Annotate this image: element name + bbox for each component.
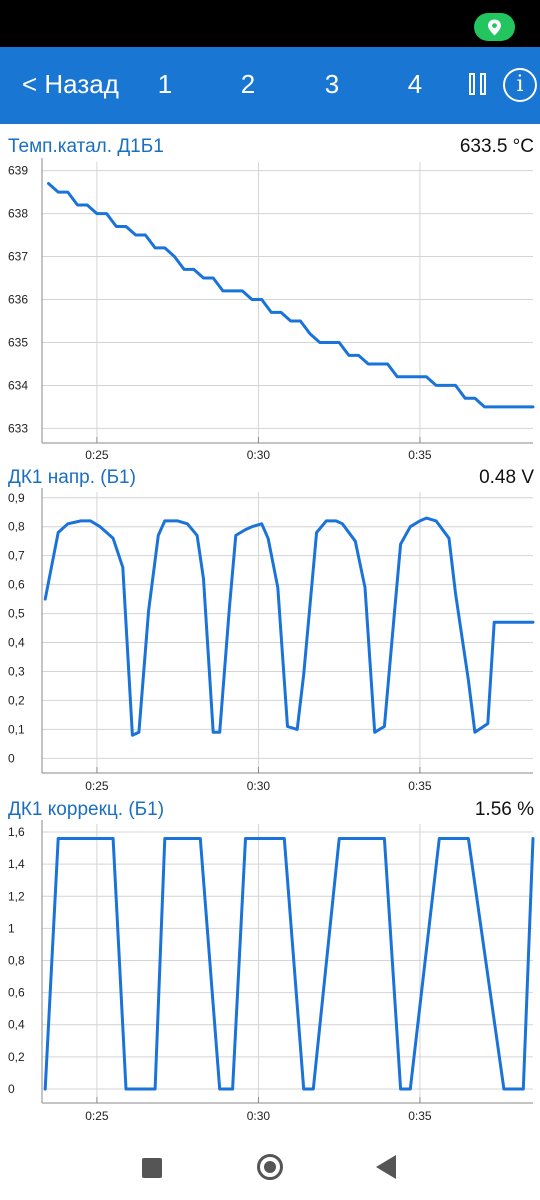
y-tick-label: 1 <box>8 921 15 935</box>
y-tick-label: 638 <box>8 207 28 221</box>
x-tick-label: 0:35 <box>408 1109 432 1123</box>
pause-icon[interactable] <box>468 71 490 99</box>
y-tick-label: 0,4 <box>8 636 25 650</box>
tab-1[interactable]: 1 <box>157 69 173 99</box>
series-line <box>43 837 535 1091</box>
back-button[interactable]: < Назад <box>22 69 119 99</box>
y-tick-label: 639 <box>8 164 28 178</box>
x-tick-label: 0:30 <box>247 779 271 793</box>
y-tick-label: 637 <box>8 250 28 264</box>
y-tick-label: 0,6 <box>8 578 25 592</box>
y-tick-label: 0,2 <box>8 693 25 707</box>
y-tick-label: 1,2 <box>8 889 25 903</box>
y-tick-label: 1,6 <box>8 825 25 839</box>
back-triangle-icon[interactable] <box>376 1155 396 1179</box>
y-tick-label: 635 <box>8 335 28 349</box>
panel-title-o2-trim: ДК1 коррекц. (Б1) <box>8 799 165 820</box>
tab-2[interactable]: 2 <box>240 69 256 99</box>
y-tick-label: 0,7 <box>8 549 25 563</box>
location-pill <box>474 13 515 41</box>
system-nav-bar <box>0 1130 540 1200</box>
x-tick-label: 0:25 <box>85 448 109 462</box>
y-tick-label: 0,5 <box>8 607 25 621</box>
y-tick-label: 633 <box>8 421 28 435</box>
panel-value-o2-trim: 1.56 % <box>474 799 534 820</box>
y-tick-label: 0,2 <box>8 1050 25 1064</box>
y-tick-label: 0,8 <box>8 954 25 968</box>
y-tick-label: 0,3 <box>8 664 25 678</box>
series-line <box>47 182 535 409</box>
x-tick-label: 0:25 <box>85 1109 109 1123</box>
x-tick-label: 0:35 <box>408 448 432 462</box>
chart-cat-temp: 633 634 635 636 637 638 639 0:25 0:30 0:35 <box>8 158 535 462</box>
panel-value-cat-temp: 633.5 °C <box>459 136 534 157</box>
panel-title-cat-temp: Темп.катал. Д1Б1 <box>8 136 164 157</box>
x-tick-label: 0:30 <box>247 1109 271 1123</box>
x-tick-label: 0:25 <box>85 779 109 793</box>
panel-title-o2-voltage: ДК1 напр. (Б1) <box>8 467 136 488</box>
y-tick-label: 0,8 <box>8 520 25 534</box>
tab-4[interactable]: 4 <box>407 69 423 99</box>
series-line <box>43 516 535 737</box>
y-tick-label: 0 <box>8 751 15 765</box>
y-tick-label: 636 <box>8 293 28 307</box>
x-tick-label: 0:35 <box>408 779 432 793</box>
y-tick-label: 634 <box>8 378 28 392</box>
app-header: < Назад 1 2 3 4 i <box>0 47 540 124</box>
y-tick-label: 0,6 <box>8 986 25 1000</box>
home-circle-icon[interactable] <box>257 1154 283 1180</box>
y-tick-label: 1,4 <box>8 857 25 871</box>
y-tick-label: 0,4 <box>8 1018 25 1032</box>
x-tick-label: 0:30 <box>247 448 271 462</box>
info-icon[interactable]: i <box>503 68 537 102</box>
chart-o2-voltage: 0 0,1 0,2 0,3 0,4 0,5 0,6 0,7 0,8 0,9 0:25 0:30 0:35 <box>8 488 535 793</box>
location-pin-icon <box>488 19 501 36</box>
panel-value-o2-voltage: 0.48 V <box>479 467 534 488</box>
status-bar <box>0 0 540 47</box>
y-tick-label: 0,1 <box>8 722 25 736</box>
square-icon[interactable] <box>142 1158 162 1178</box>
chart-o2-trim: 0 0,2 0,4 0,6 0,8 1 1,2 1,4 1,6 0:25 0:30 0:35 <box>8 820 535 1123</box>
y-tick-label: 0 <box>8 1082 15 1096</box>
tab-3[interactable]: 3 <box>324 69 340 99</box>
y-tick-label: 0,9 <box>8 491 25 505</box>
